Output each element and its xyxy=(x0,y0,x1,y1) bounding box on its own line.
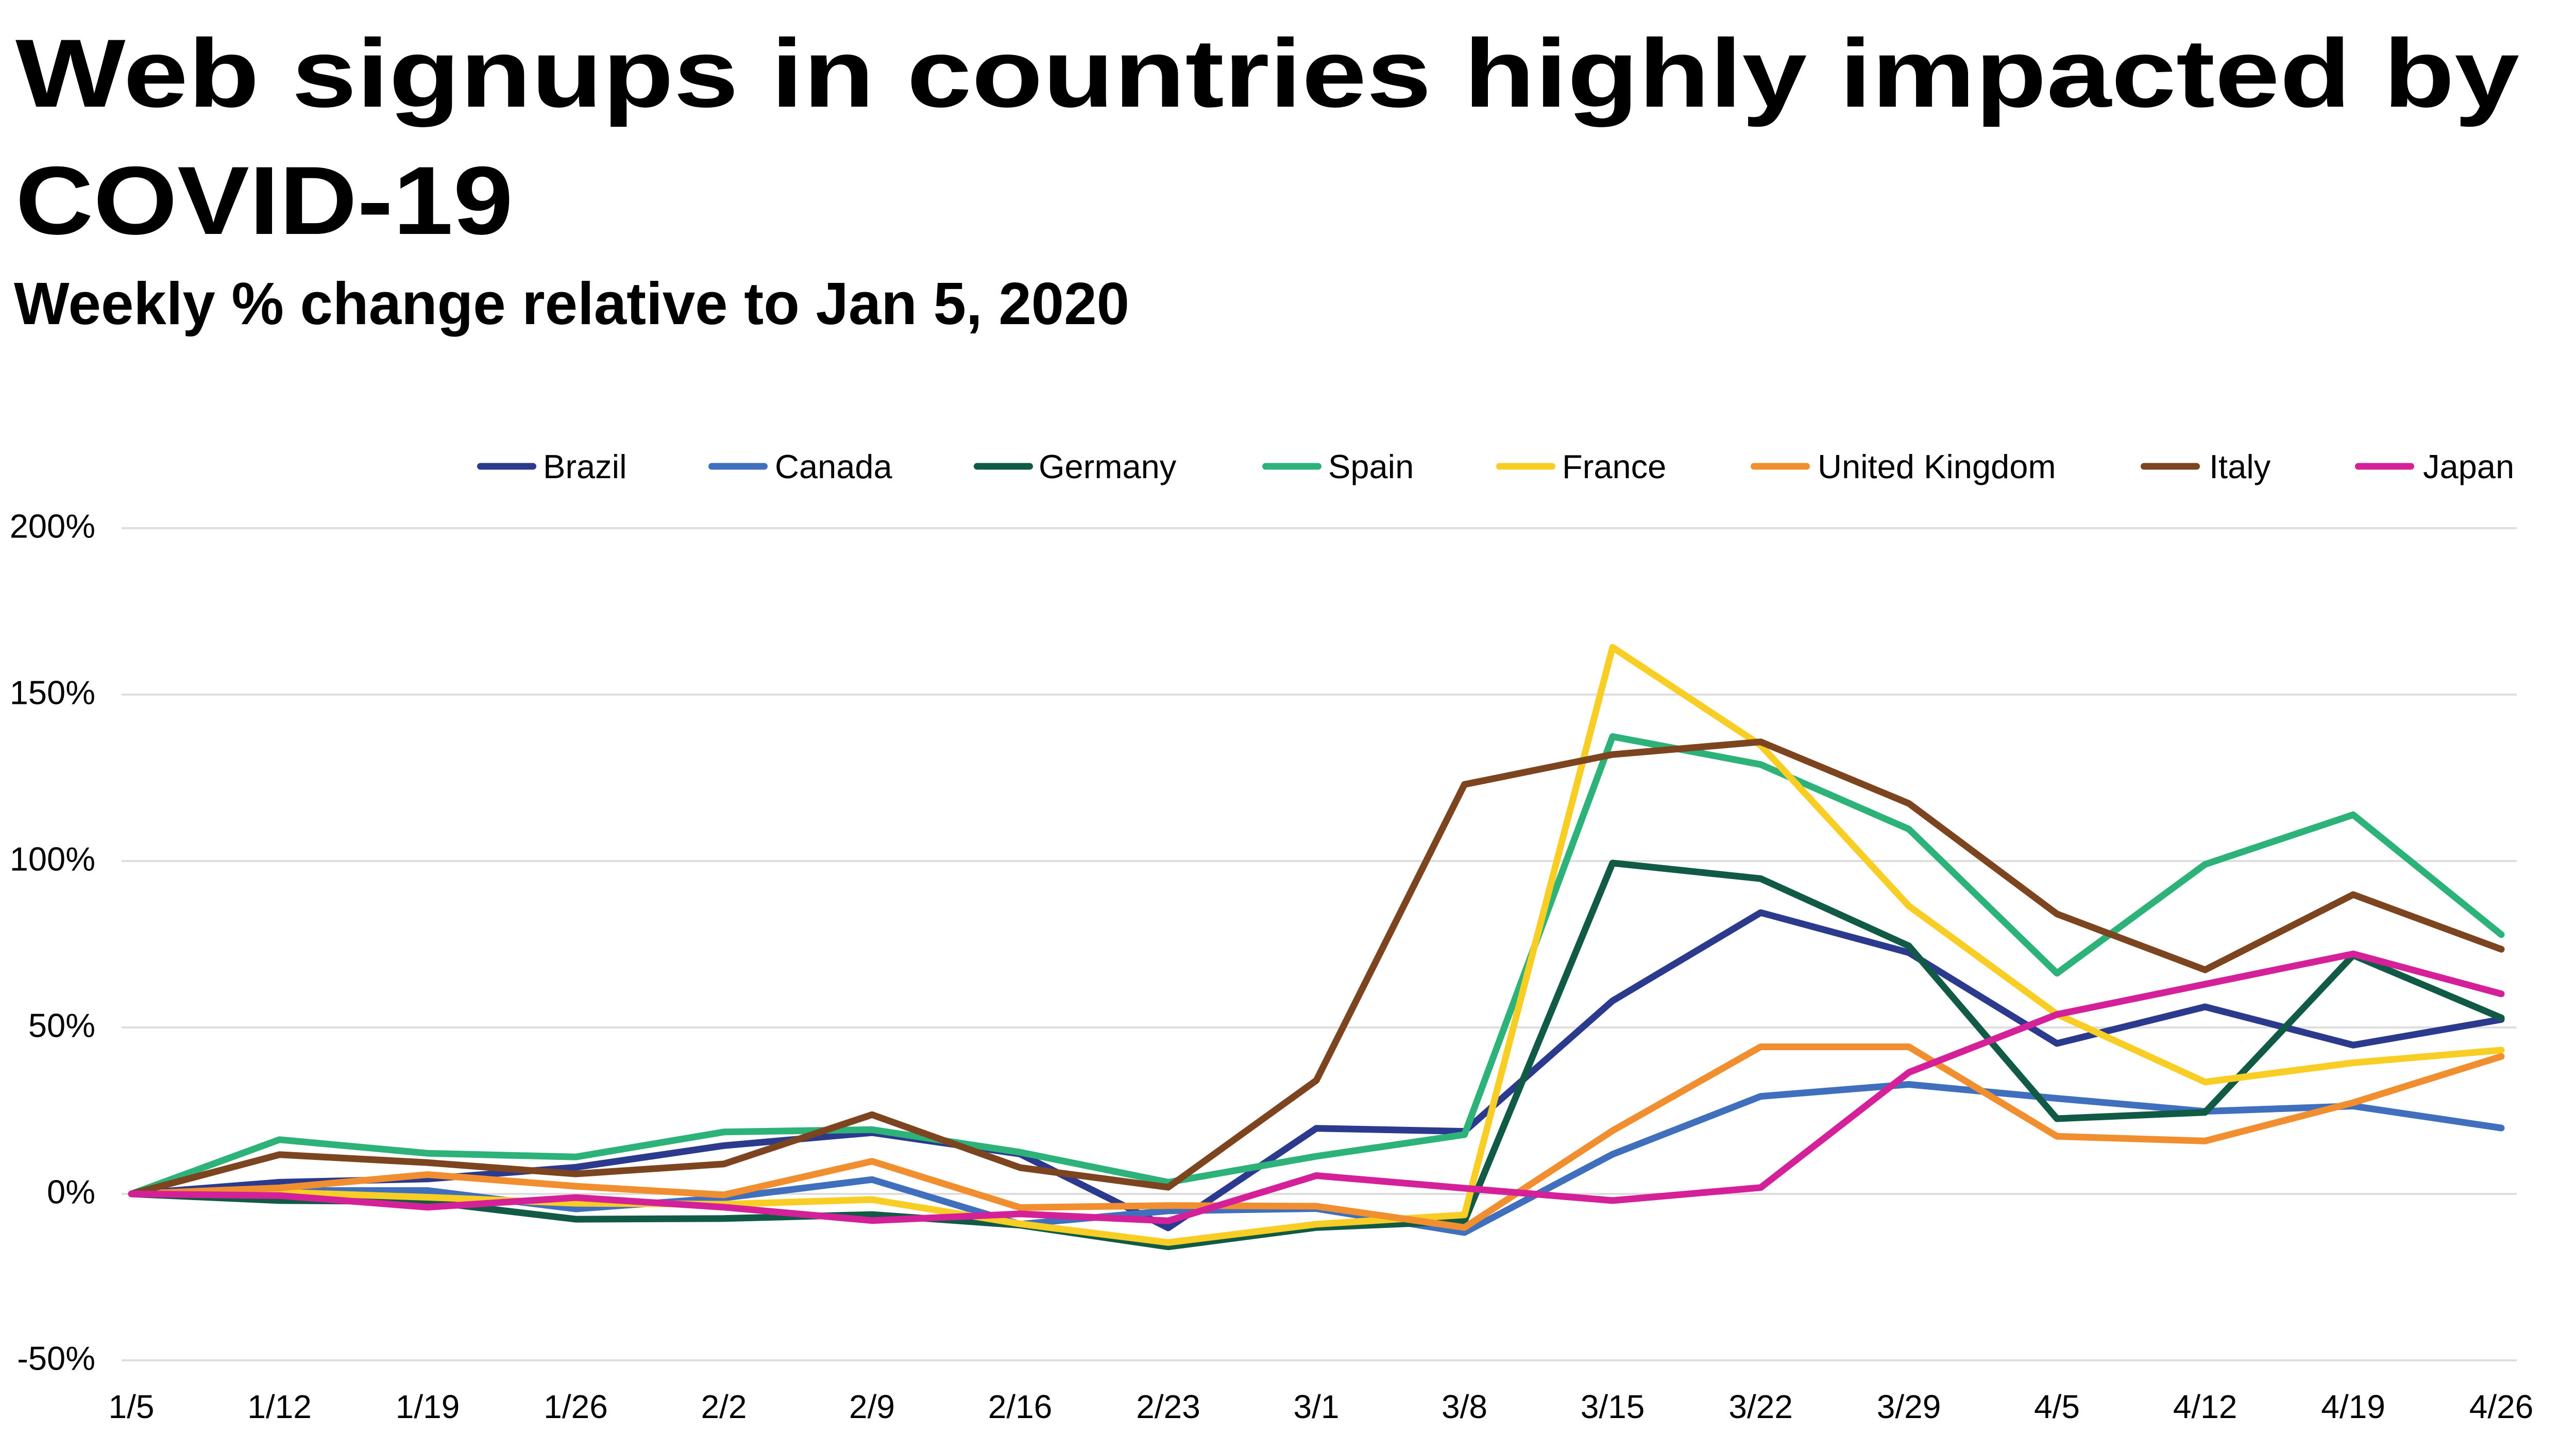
svg-text:100%: 100% xyxy=(10,840,95,878)
svg-text:3/29: 3/29 xyxy=(1877,1388,1941,1425)
svg-text:Canada: Canada xyxy=(775,448,893,485)
svg-text:3/1: 3/1 xyxy=(1294,1388,1340,1425)
svg-text:Germany: Germany xyxy=(1039,448,1177,485)
svg-text:0%: 0% xyxy=(47,1173,95,1211)
svg-text:Spain: Spain xyxy=(1328,448,1414,485)
svg-text:Brazil: Brazil xyxy=(543,448,627,485)
svg-text:COVID-19: COVID-19 xyxy=(15,146,513,255)
svg-text:4/12: 4/12 xyxy=(2173,1388,2238,1425)
svg-text:3/8: 3/8 xyxy=(1442,1388,1487,1425)
svg-text:1/26: 1/26 xyxy=(544,1388,608,1425)
svg-text:2/2: 2/2 xyxy=(701,1388,747,1425)
svg-text:Weekly % change relative to Ja: Weekly % change relative to Jan 5, 2020 xyxy=(14,270,1129,337)
svg-text:Japan: Japan xyxy=(2423,448,2514,485)
svg-text:2/23: 2/23 xyxy=(1136,1388,1200,1425)
svg-text:1/5: 1/5 xyxy=(109,1388,155,1425)
svg-text:United Kingdom: United Kingdom xyxy=(1818,448,2056,485)
svg-text:2/9: 2/9 xyxy=(849,1388,895,1425)
svg-text:France: France xyxy=(1562,448,1666,485)
svg-text:4/5: 4/5 xyxy=(2034,1388,2080,1425)
svg-text:Italy: Italy xyxy=(2209,448,2271,485)
svg-text:3/15: 3/15 xyxy=(1581,1388,1645,1425)
svg-text:150%: 150% xyxy=(10,674,95,712)
svg-text:4/19: 4/19 xyxy=(2321,1388,2385,1425)
svg-text:50%: 50% xyxy=(28,1007,95,1044)
svg-text:-50%: -50% xyxy=(17,1340,95,1377)
svg-text:3/22: 3/22 xyxy=(1728,1388,1793,1425)
svg-text:Web signups in countries highl: Web signups in countries highly impacted… xyxy=(15,19,2519,127)
svg-text:1/12: 1/12 xyxy=(247,1388,312,1425)
svg-text:200%: 200% xyxy=(10,508,95,545)
svg-text:4/26: 4/26 xyxy=(2469,1388,2534,1425)
svg-text:1/19: 1/19 xyxy=(396,1388,460,1425)
svg-text:2/16: 2/16 xyxy=(988,1388,1053,1425)
